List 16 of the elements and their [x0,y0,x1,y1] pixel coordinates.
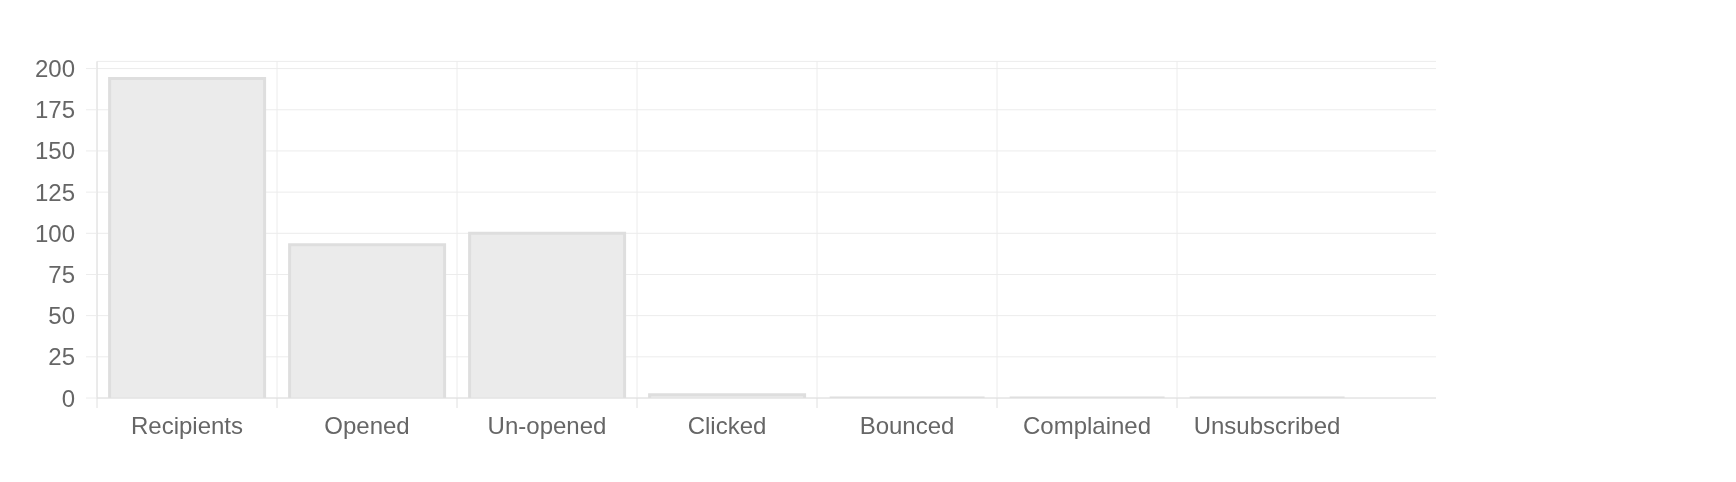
x-tick-label: Un-opened [487,412,607,440]
y-tick-label: 75 [48,260,75,288]
x-tick-label: Clicked [687,412,767,440]
y-tick-label: 175 [34,96,75,124]
x-tick-label: Recipients [130,412,244,440]
y-tick-label: 125 [34,178,75,206]
x-tick-label: Opened [324,412,410,440]
y-tick-label: 200 [34,55,75,83]
x-tick-label: Complained [1022,412,1152,440]
x-tick-label: Unsubscribed [1193,412,1341,440]
y-tick-label: 100 [34,219,75,247]
x-tick-label: Bounced [859,412,955,440]
y-tick-label: 50 [48,302,75,330]
y-tick-label: 150 [34,137,75,165]
y-tick-label: 0 [61,384,75,412]
y-tick-label: 25 [48,343,75,371]
